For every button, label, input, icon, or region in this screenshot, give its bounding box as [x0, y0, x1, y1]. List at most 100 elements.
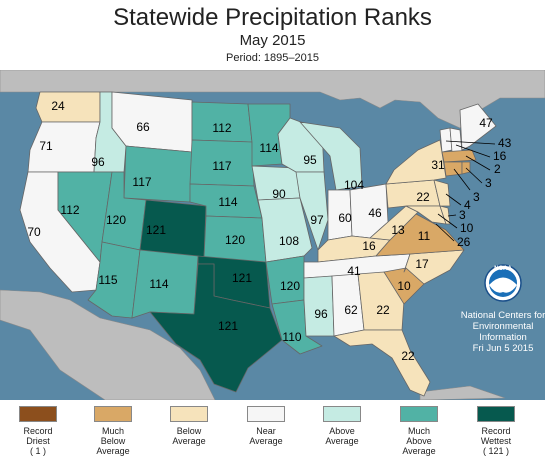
leader-line-md: [437, 213, 458, 229]
rank-label-la: 110: [282, 330, 301, 344]
state-ma: [441, 149, 477, 163]
rank-label-oh: 46: [368, 206, 382, 220]
leader-line-vt: [445, 140, 496, 145]
rank-label-mi: 104: [344, 178, 364, 192]
leader-line-nh: [455, 144, 491, 158]
rank-label-co: 121: [146, 223, 166, 237]
offshore-rank-labels: 43 16 2 3 3 4 3 10 26: [457, 136, 512, 249]
rank-label-va: 11: [418, 229, 431, 243]
state-wa: [35, 91, 101, 123]
legend-label-line: Below: [176, 426, 202, 436]
legend-swatch-much-above: [400, 406, 438, 422]
rank-label-nm: 114: [149, 277, 168, 291]
leader-lines: [435, 140, 496, 242]
rank-label-ct: 3: [473, 190, 480, 204]
state-mt: [111, 91, 193, 153]
legend-label-line: Near: [256, 426, 276, 436]
legend-swatch-much-below: [94, 406, 132, 422]
legend-label-line: Average: [96, 446, 130, 456]
rank-label-wy: 117: [132, 175, 151, 189]
state-nh: [449, 127, 463, 153]
rank-label-tx: 121: [218, 319, 238, 333]
rank-label-ok: 121: [232, 271, 252, 285]
legend-label-line: Average: [249, 436, 283, 446]
leader-line-ct: [453, 168, 471, 191]
legend-label-line: Record: [481, 426, 511, 436]
rank-label-ri: 3: [485, 176, 492, 190]
rank-label-wi: 95: [303, 153, 317, 167]
rank-label-sc: 10: [397, 279, 411, 293]
canada-region: [0, 70, 545, 129]
legend-label-line: ( 1 ): [29, 446, 46, 456]
legend-swatch-near: [247, 406, 285, 422]
credit-line-4: Fri Jun 5 2015: [473, 343, 534, 354]
legend-swatch-below: [170, 406, 208, 422]
rank-label-il: 97: [310, 213, 324, 227]
noaa-logo-bird: [489, 277, 517, 293]
legend-item-near: Near Average: [236, 406, 296, 446]
rank-label-tn: 41: [347, 264, 361, 278]
rank-label-ne: 114: [218, 195, 237, 209]
rank-label-nj: 4: [464, 198, 471, 212]
period-label: Period: 1895–2015: [226, 52, 319, 64]
credit-block: National Centers for Environmental Infor…: [461, 310, 545, 354]
leader-line-ma: [465, 155, 491, 171]
credit-line-3: Information: [479, 332, 527, 343]
legend-label-line: Below: [100, 436, 126, 446]
legend-label-line: Above: [329, 426, 355, 436]
state-ms: [303, 275, 335, 337]
rank-label-ia: 90: [272, 187, 286, 201]
legend-swatch-record-driest: [19, 406, 57, 422]
legend-swatch-above: [323, 406, 361, 422]
title-block: Statewide Precipitation Ranks May 2015 P…: [0, 0, 545, 70]
legend-item-below: Below Average: [159, 406, 219, 446]
leader-line-dc: [435, 223, 455, 242]
rank-label-mo: 108: [279, 234, 299, 248]
state-fl: [333, 329, 431, 397]
rank-label-nd: 112: [212, 121, 231, 135]
legend-label-line: Average: [402, 446, 436, 456]
state-wy: [123, 145, 193, 203]
state-ga: [357, 271, 405, 331]
legend-label-line: Average: [325, 436, 359, 446]
legend-item-record-driest: Record Driest ( 1 ): [8, 406, 68, 456]
noaa-logo: NOAA: [484, 264, 522, 302]
legend-label-line: Driest: [26, 436, 50, 446]
rank-label-az: 115: [98, 273, 117, 287]
legend-item-record-wettest: Record Wettest ( 121 ): [466, 406, 526, 456]
rank-label-ma: 2: [494, 162, 501, 176]
state-nj: [433, 179, 451, 207]
leader-line-nj: [445, 193, 462, 206]
rank-label-id: 96: [91, 155, 105, 169]
state-ct: [443, 161, 463, 177]
rank-label-wa: 24: [51, 99, 65, 113]
rank-label-fl: 22: [401, 349, 415, 363]
leader-line-de: [447, 214, 457, 217]
rank-label-ar: 120: [280, 279, 300, 293]
legend-swatch-record-wettest: [477, 406, 515, 422]
state-md: [405, 205, 447, 225]
legend-item-much-above: Much Above Average: [389, 406, 449, 456]
rank-labels: 24 71 70 96 112 66 117 120 115 121 114 1…: [27, 99, 493, 363]
legend: Record Driest ( 1 ) Much Below Average B…: [0, 400, 545, 475]
rank-label-de: 3: [459, 208, 466, 222]
rank-label-nc: 17: [415, 257, 429, 271]
rank-label-al: 62: [344, 303, 358, 317]
credit-line-2: Environmental: [473, 321, 534, 332]
legend-item-above: Above Average: [312, 406, 372, 446]
rank-label-pa: 22: [416, 190, 430, 204]
rank-label-mn: 114: [259, 141, 278, 155]
state-il: [295, 171, 329, 251]
map-title: Statewide Precipitation Ranks: [113, 4, 432, 31]
rank-label-vt: 43: [498, 136, 512, 150]
rank-label-ny: 31: [431, 158, 445, 172]
rank-label-sd: 117: [212, 159, 231, 173]
rank-label-nh: 16: [493, 149, 507, 163]
rank-label-dc: 26: [457, 235, 471, 249]
legend-item-much-below: Much Below Average: [83, 406, 143, 456]
legend-label-line: Record: [23, 426, 53, 436]
legend-label-line: Average: [172, 436, 206, 446]
map-area: 24 71 70 96 112 66 117 120 115 121 114 1…: [0, 70, 545, 400]
legend-label-line: ( 121 ): [482, 446, 509, 456]
state-me: [459, 103, 497, 151]
